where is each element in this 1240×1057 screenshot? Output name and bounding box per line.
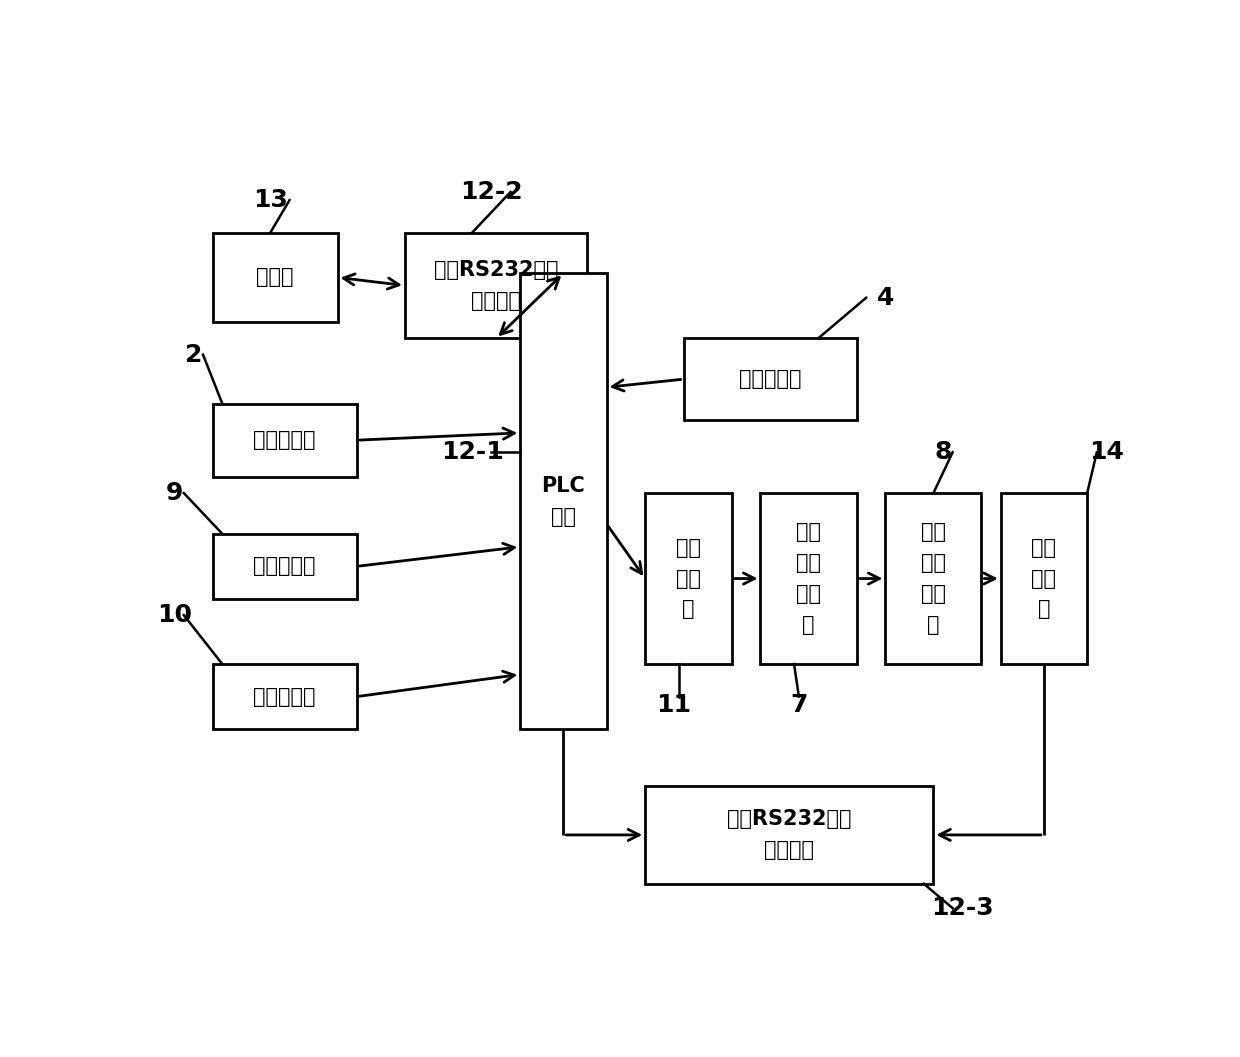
Text: 采样: 采样 [921,553,946,573]
Text: 阀: 阀 [682,599,694,619]
Text: 第一压力表: 第一压力表 [253,556,316,576]
Text: 第二压力表: 第二压力表 [253,687,316,706]
Text: 通信模块: 通信模块 [471,291,521,311]
Text: 色谱: 色谱 [1032,569,1056,589]
Text: 14: 14 [1089,441,1123,464]
Bar [521,274,606,729]
Text: 模块: 模块 [551,506,575,526]
Text: 12-3: 12-3 [931,896,993,921]
Bar [404,233,588,338]
Bar [885,493,982,664]
Bar [1001,493,1087,664]
Text: 第一RS232串口: 第一RS232串口 [434,260,558,280]
Text: PLC: PLC [542,476,585,496]
Bar [760,493,857,664]
Bar [683,338,857,420]
Text: 背压: 背压 [676,569,701,589]
Text: 尾气: 尾气 [796,522,821,542]
Text: 13: 13 [253,188,288,212]
Text: 电动: 电动 [676,538,701,558]
Text: 六通: 六通 [921,585,946,604]
Text: 阀: 阀 [928,615,940,635]
Text: 气相: 气相 [1032,538,1056,558]
Text: 第二RS232串口: 第二RS232串口 [727,810,852,830]
Text: 11: 11 [656,692,692,717]
Text: 4: 4 [877,285,894,310]
Text: 7: 7 [790,692,807,717]
Bar [213,233,337,322]
Text: 9: 9 [165,481,184,505]
Text: 12-1: 12-1 [440,441,503,464]
Text: 计算机: 计算机 [257,267,294,288]
Text: 通信模块: 通信模块 [764,840,815,860]
Text: 阀: 阀 [802,615,815,635]
Text: 六通: 六通 [796,585,821,604]
Text: 切换: 切换 [796,553,821,573]
Text: 10: 10 [156,604,192,627]
Bar [645,786,934,884]
Bar [645,493,732,664]
Bar [213,664,357,729]
Text: 色谱: 色谱 [921,522,946,542]
Bar [213,404,357,477]
Text: 8: 8 [934,441,952,464]
Text: 12-2: 12-2 [460,180,523,204]
Text: 2: 2 [185,342,202,367]
Text: 仪: 仪 [1038,599,1050,619]
Bar [213,534,357,599]
Text: 电热多段炉: 电热多段炉 [739,369,801,389]
Text: 质量流量计: 质量流量计 [253,430,316,450]
